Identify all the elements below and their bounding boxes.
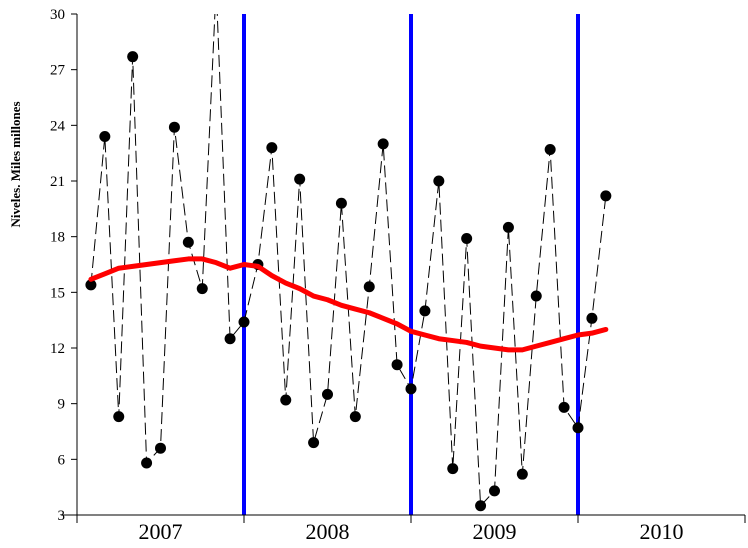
x-axis-ticks: 2007 2008 2009 2010 [76, 515, 746, 544]
y-axis-title: Niveles. Miles millones [8, 101, 23, 227]
y-tick-label: 24 [50, 118, 66, 134]
data-point [238, 316, 250, 328]
data-point [600, 190, 612, 202]
data-point [113, 411, 125, 423]
y-tick-label: 27 [50, 63, 66, 79]
x-category-label: 2008 [306, 519, 350, 544]
y-tick-label: 9 [58, 397, 66, 413]
axes [61, 14, 745, 516]
y-tick-label: 6 [58, 452, 66, 468]
data-point [322, 388, 333, 400]
data-point [294, 173, 306, 185]
data-point [502, 221, 514, 233]
data-point [182, 236, 194, 248]
data-point [363, 281, 375, 293]
data-point [224, 333, 236, 345]
y-tick-label: 21 [50, 174, 65, 190]
series-line-dashed [90, 14, 607, 507]
data-point [558, 401, 570, 413]
data-point [377, 138, 389, 150]
data-point [155, 442, 166, 454]
trend-line [88, 256, 609, 353]
data-point [530, 290, 542, 302]
y-axis-ticks: 3 6 9 12 15 18 21 24 27 30 [50, 7, 77, 524]
data-point [475, 500, 487, 512]
data-point [447, 463, 459, 475]
data-point [516, 468, 528, 480]
data-point [335, 197, 347, 209]
x-category-label: 2009 [473, 519, 517, 544]
y-tick-label: 18 [50, 230, 65, 246]
y-tick-label: 30 [50, 7, 65, 23]
data-point [572, 422, 584, 434]
x-category-label: 2010 [640, 519, 684, 544]
x-category-label: 2007 [139, 519, 183, 544]
data-point [433, 175, 445, 187]
data-point [586, 312, 598, 324]
data-point [349, 411, 361, 423]
data-point [391, 359, 403, 371]
data-point [85, 279, 97, 291]
data-point [489, 485, 500, 497]
plot-area [85, 14, 612, 515]
data-point [280, 394, 292, 406]
y-tick-label: 15 [50, 285, 65, 301]
data-point [266, 142, 278, 154]
data-point [99, 130, 111, 142]
data-point [461, 233, 473, 245]
data-point [141, 457, 153, 469]
data-point [196, 283, 208, 295]
y-tick-label: 12 [50, 341, 65, 357]
data-point [544, 143, 556, 155]
data-point [127, 51, 139, 63]
data-point [405, 383, 417, 395]
data-point [308, 437, 320, 449]
data-point [168, 121, 180, 133]
y-tick-label: 3 [58, 508, 66, 524]
data-point [419, 305, 431, 317]
